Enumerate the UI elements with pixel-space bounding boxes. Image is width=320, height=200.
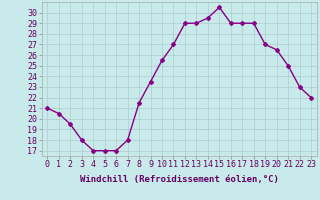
X-axis label: Windchill (Refroidissement éolien,°C): Windchill (Refroidissement éolien,°C) xyxy=(80,175,279,184)
